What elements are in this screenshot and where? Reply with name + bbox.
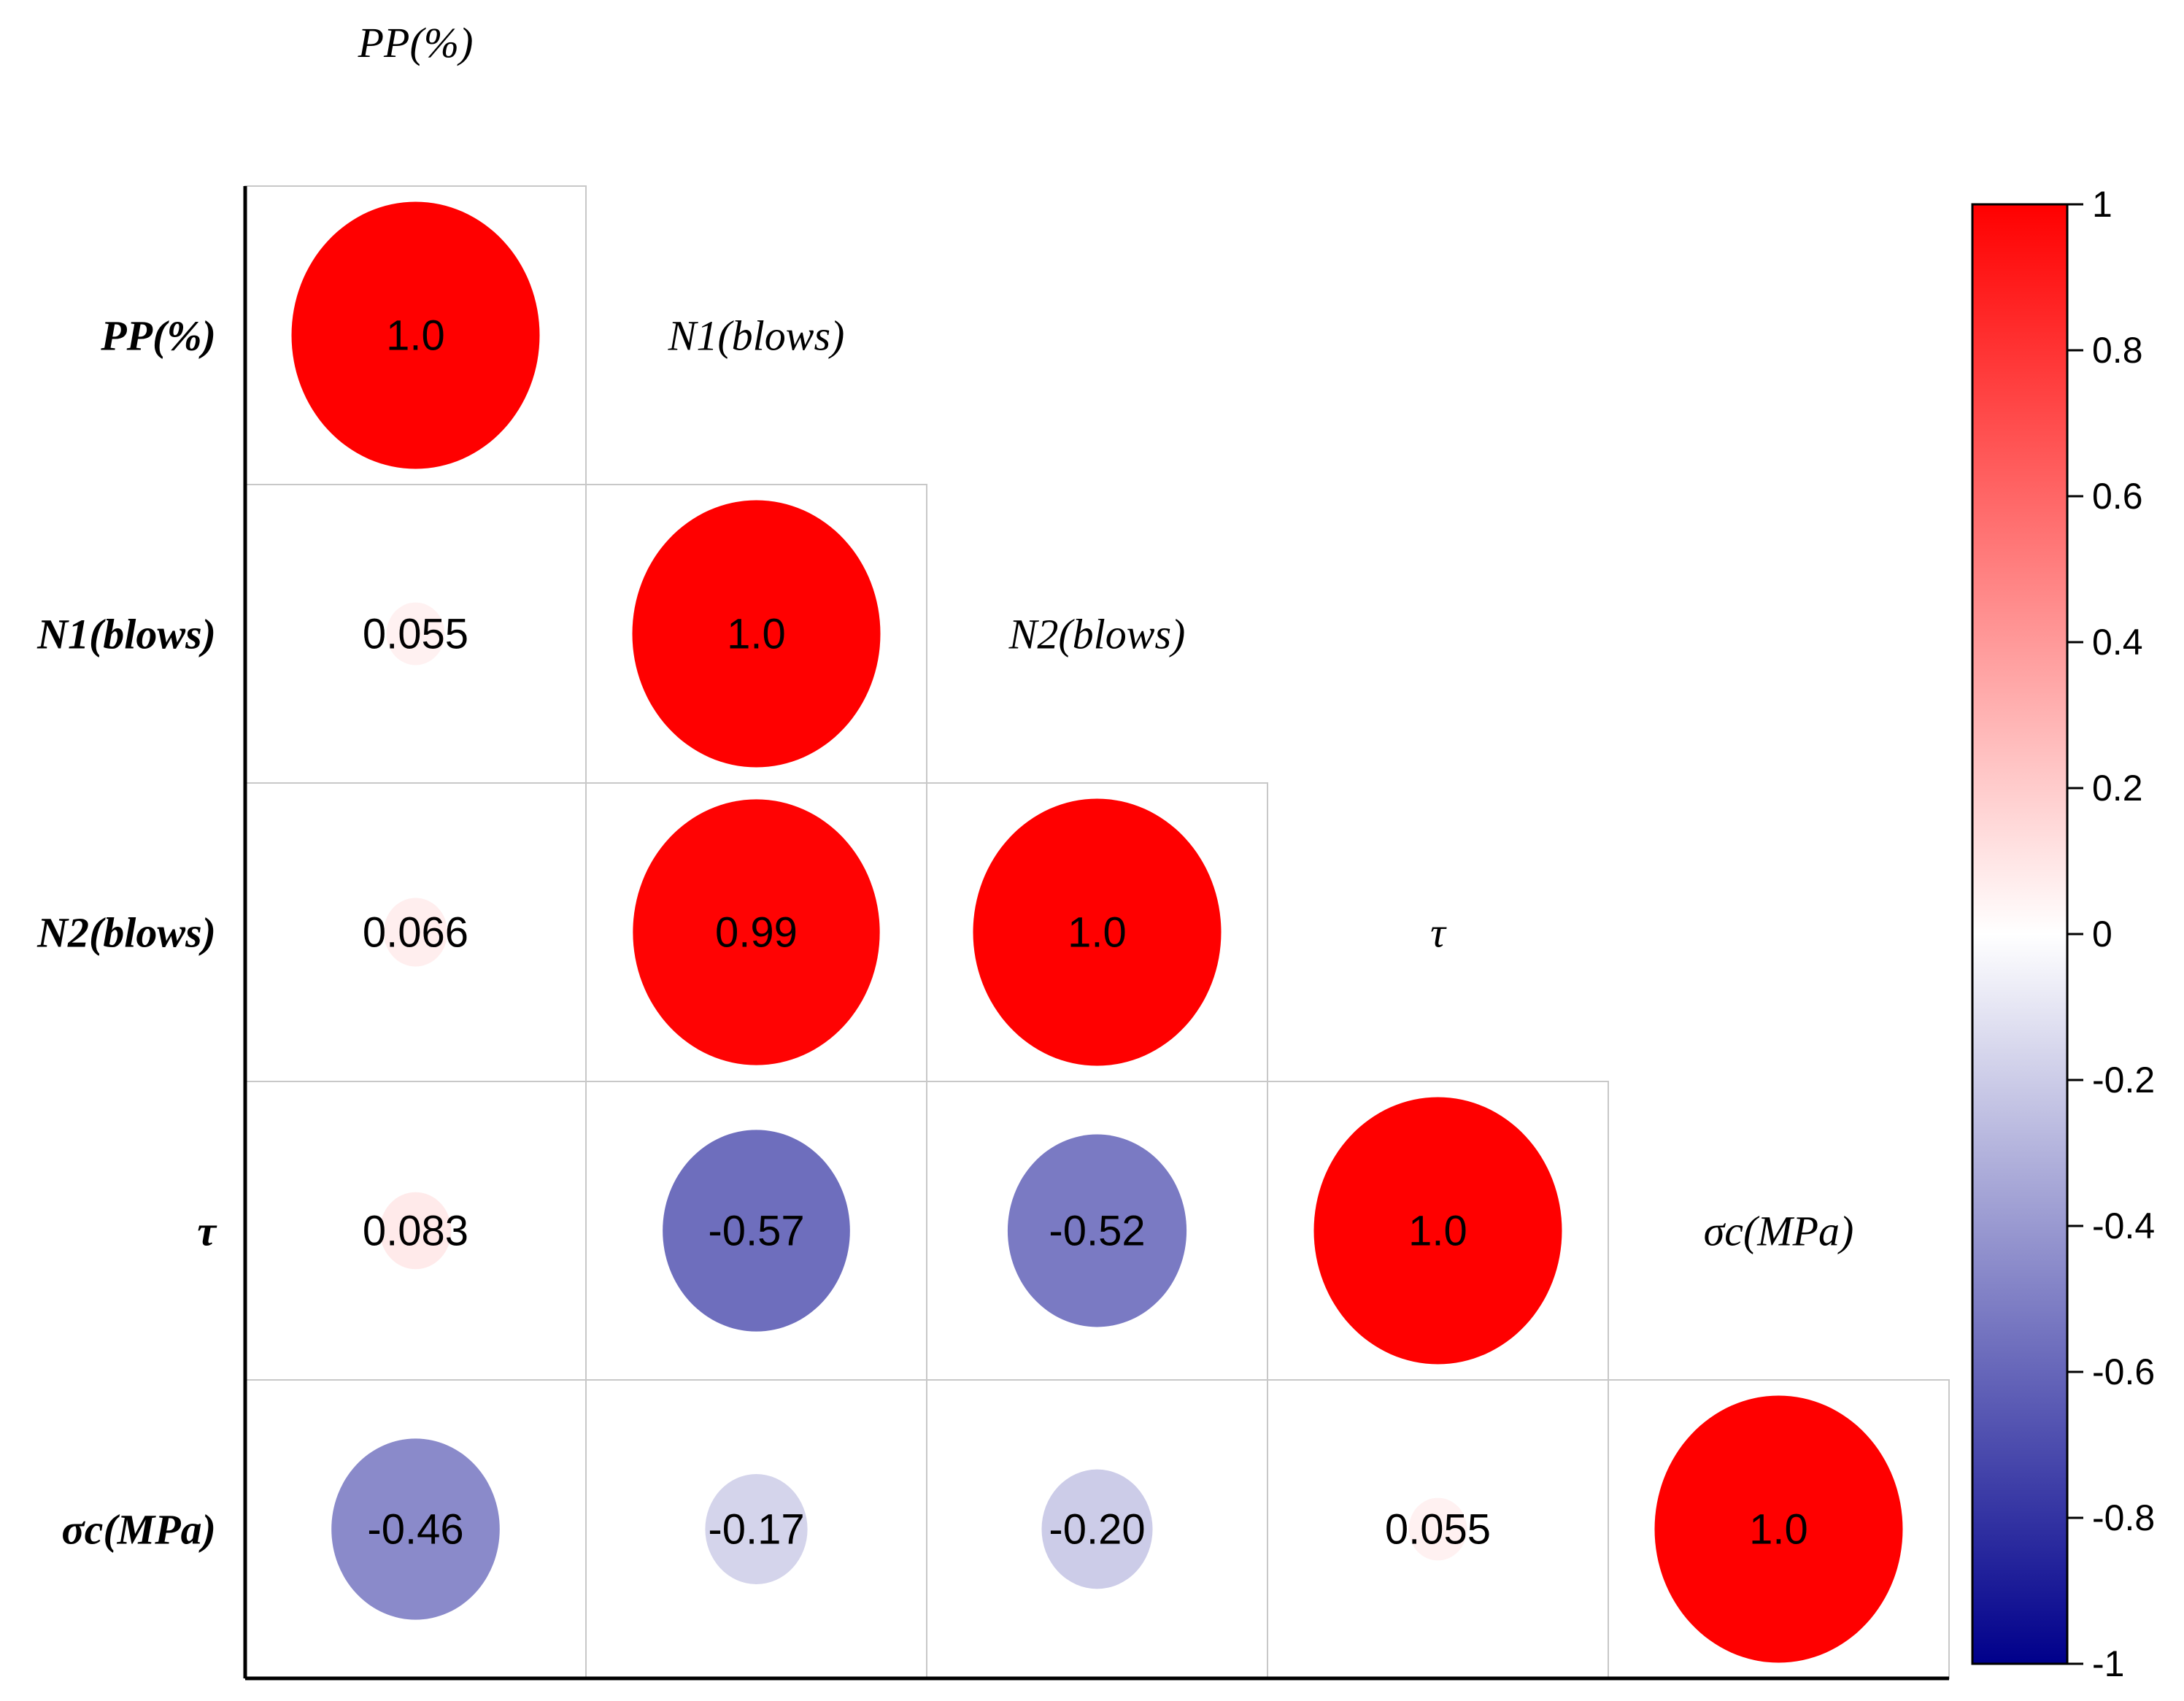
colorbar-ticks: 1 0.8 0.6 0.4 0.2 0 -0.2 -0.4 -0.6 -0.8 -1 — [2067, 184, 2155, 1684]
colorbar-tick-label-5: 0 — [2092, 914, 2112, 954]
colorbar-tick-label-2: 0.6 — [2092, 476, 2143, 517]
corr-circle-1-0 — [386, 602, 445, 666]
matrix-cells: 1.0 0.055 1.0 0.066 0.99 1.0 0.083 -0.57 -0.52 1.… — [291, 201, 1903, 1663]
column-label-2: N2(blows) — [1008, 611, 1186, 658]
column-label-4: σc(MPa) — [1704, 1208, 1854, 1255]
corr-value-label-3-2: -0.52 — [1049, 1208, 1145, 1255]
row-label-0: PP(%) — [100, 312, 216, 360]
corr-value-label-4-0: -0.46 — [367, 1506, 463, 1554]
corr-circle-4-3 — [1408, 1497, 1467, 1561]
corr-value-label-2-1: 0.99 — [715, 909, 798, 957]
row-label-4: σc(MPa) — [61, 1506, 216, 1554]
corr-circle-3-2 — [1007, 1134, 1187, 1327]
colorbar-gradient — [1971, 203, 2069, 1665]
corr-value-label-4-1: -0.17 — [708, 1506, 804, 1554]
corr-circle-2-0 — [383, 898, 448, 967]
corr-value-label-4-3: 0.055 — [1385, 1506, 1491, 1554]
row-label-1: N1(blows) — [36, 611, 216, 658]
corr-value-label-2-0: 0.066 — [363, 909, 468, 957]
corr-circle-2-1 — [633, 799, 880, 1065]
colorbar-tick-label-1: 0.8 — [2092, 330, 2143, 371]
colorbar-tick-label-0: 1 — [2092, 184, 2112, 225]
corr-circle-3-1 — [663, 1130, 850, 1332]
corr-circle-4-1 — [705, 1474, 808, 1584]
corr-value-label-1-1: 1.0 — [727, 611, 786, 658]
row-label-2: N2(blows) — [36, 909, 216, 957]
column-label-3: τ — [1430, 909, 1447, 957]
corr-circle-2-2 — [973, 798, 1222, 1066]
colorbar-tick-label-8: -0.6 — [2092, 1351, 2155, 1392]
colorbar-tick-label-4: 0.2 — [2092, 768, 2143, 809]
column-label-1: N1(blows) — [668, 312, 845, 360]
column-label-0: PP(%) — [358, 19, 474, 66]
colorbar-tick-label-10: -1 — [2092, 1643, 2124, 1684]
corr-value-label-3-0: 0.083 — [363, 1208, 468, 1255]
row-label-3: τ — [197, 1208, 217, 1255]
corr-value-label-1-0: 0.055 — [363, 611, 468, 658]
column-labels: PP(%) N1(blows) N2(blows) τ σc(MPa) — [358, 19, 1854, 1255]
row-labels: PP(%) N1(blows) N2(blows) τ σc(MPa) — [36, 312, 217, 1554]
corr-value-label-2-2: 1.0 — [1068, 909, 1127, 957]
corr-circle-4-0 — [331, 1438, 500, 1620]
corr-circle-0-0 — [291, 201, 540, 469]
matrix-axes — [243, 186, 1949, 1681]
corr-circle-4-2 — [1041, 1469, 1153, 1589]
colorbar-tick-label-3: 0.4 — [2092, 622, 2143, 663]
corr-circle-1-1 — [632, 500, 881, 768]
corr-circle-4-4 — [1654, 1395, 1903, 1663]
colorbar-tick-label-7: -0.4 — [2092, 1206, 2155, 1246]
corr-value-label-0-0: 1.0 — [386, 312, 445, 360]
corr-circle-3-3 — [1313, 1097, 1562, 1365]
corr-circle-3-0 — [379, 1192, 452, 1270]
corr-value-label-3-1: -0.57 — [708, 1208, 804, 1255]
corr-value-label-4-2: -0.20 — [1049, 1506, 1145, 1554]
colorbar-tick-label-6: -0.2 — [2092, 1060, 2155, 1100]
corr-value-label-3-3: 1.0 — [1408, 1208, 1467, 1255]
corr-value-label-4-4: 1.0 — [1749, 1506, 1808, 1554]
colorbar: 1 0.8 0.6 0.4 0.2 0 -0.2 -0.4 -0.6 -0.8 -1 — [1971, 184, 2155, 1684]
colorbar-tick-label-9: -0.8 — [2092, 1497, 2155, 1538]
